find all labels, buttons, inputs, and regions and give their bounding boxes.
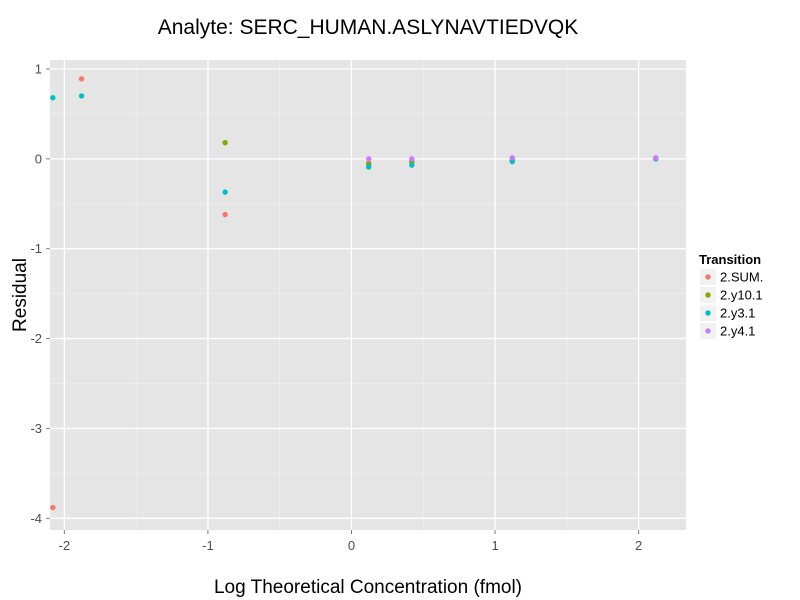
legend-marker [705,274,711,280]
point-2-y3-1 [366,164,372,170]
y-tick-label: -3 [30,421,42,436]
legend-items: 2.SUM. 2.y10.1 2.y3.1 2.y4.1 [700,269,763,339]
y-tick-label: 1 [35,61,42,76]
grid-minor [50,60,686,530]
y-tick-label: 0 [35,151,42,166]
x-tick-label: 1 [491,538,498,553]
x-tick-label: -2 [59,538,71,553]
y-tick-label: -4 [30,511,42,526]
legend-marker [705,328,711,334]
y-axis: 1 0 -1 -2 -3 -4 [30,61,50,526]
point-2-y3-1 [78,93,85,99]
y-tick-label: -1 [30,241,42,256]
point-2-y4-1 [653,155,659,161]
legend-label: 2.y3.1 [720,306,755,321]
point-2-y4-1 [366,156,372,162]
point-2-sum [50,504,56,511]
legend-label: 2.y4.1 [720,324,755,339]
point-2-y3-1 [222,189,228,195]
y-axis-label: Residual [10,258,31,332]
legend-marker [705,310,711,316]
chart-title: Analyte: SERC_HUMAN.ASLYNAVTIEDVQK [158,16,579,39]
point-2-sum [222,211,228,218]
point-2-y10-1 [222,139,228,146]
x-axis-label: Log Theoretical Concentration (fmol) [214,577,522,598]
data-points [50,76,659,511]
point-2-y3-1 [409,162,415,168]
point-2-y4-1 [409,156,415,162]
plot-panel [50,60,686,530]
legend: Transition 2.SUM. 2.y10.1 2.y3.1 2.y4.1 [699,252,763,339]
point-2-y3-1 [50,95,56,101]
y-tick-label: -2 [30,331,42,346]
x-tick-label: 0 [348,538,355,553]
point-2-y4-1 [509,155,515,161]
point-2-sum [78,76,85,82]
legend-title: Transition [699,252,761,267]
legend-label: 2.SUM. [720,270,763,285]
grid-major [50,60,686,530]
x-tick-label: -1 [202,538,214,553]
legend-label: 2.y10.1 [720,288,763,303]
x-axis: -2 -1 0 1 2 [59,530,642,553]
legend-marker [705,292,711,298]
x-tick-label: 2 [635,538,642,553]
